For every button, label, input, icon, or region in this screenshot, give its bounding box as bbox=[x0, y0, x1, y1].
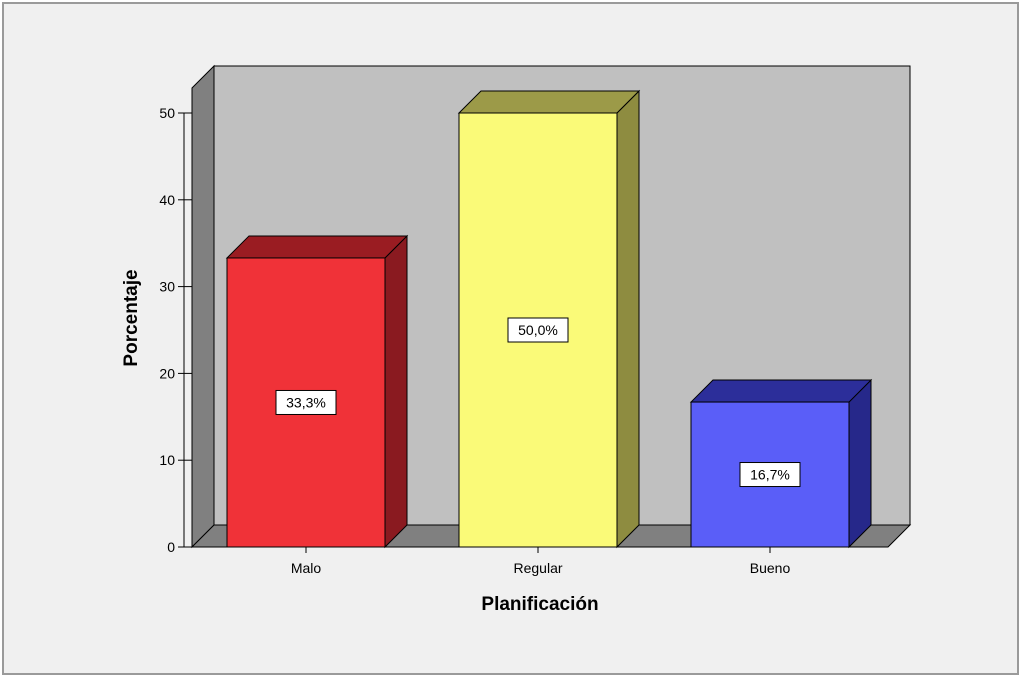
x-axis: Malo Regular Bueno bbox=[291, 547, 791, 576]
data-label-box bbox=[507, 317, 569, 343]
bar-side bbox=[848, 378, 872, 549]
bar-top bbox=[225, 235, 409, 259]
bar-regular: 50,0% bbox=[457, 89, 641, 549]
data-label-bueno: 16,7% bbox=[739, 462, 801, 488]
data-label-regular: 50,0% bbox=[507, 317, 569, 343]
data-label-malo: 33,3% bbox=[275, 389, 337, 415]
side-wall bbox=[191, 64, 215, 549]
bars: 33,3% 50,0% 16,7% bbox=[225, 89, 873, 549]
x-tick-label-bueno: Bueno bbox=[750, 560, 791, 576]
bar-top bbox=[689, 379, 873, 403]
data-label-text: 50,0% bbox=[518, 322, 558, 338]
bar-side bbox=[384, 234, 408, 549]
y-tick-label-20: 20 bbox=[159, 365, 175, 381]
data-label-text: 33,3% bbox=[286, 394, 326, 410]
data-label-box bbox=[275, 389, 337, 415]
y-tick-label-50: 50 bbox=[159, 105, 175, 121]
x-tick-label-regular: Regular bbox=[513, 560, 562, 576]
y-tick-label-30: 30 bbox=[159, 279, 175, 295]
data-label-text: 16,7% bbox=[750, 467, 790, 483]
x-axis-label: Planificación bbox=[481, 594, 598, 615]
bar-malo: 33,3% bbox=[225, 234, 409, 549]
y-axis-label: Porcentaje bbox=[121, 269, 142, 366]
bar-top bbox=[457, 90, 641, 114]
x-tick-label-malo: Malo bbox=[291, 560, 322, 576]
bar-side bbox=[616, 89, 640, 549]
bar-bueno: 16,7% bbox=[689, 378, 873, 549]
y-tick-label-0: 0 bbox=[167, 539, 175, 555]
y-axis: 0 10 20 30 40 50 bbox=[159, 105, 192, 555]
y-tick-label-10: 10 bbox=[159, 452, 175, 468]
data-label-box bbox=[739, 462, 801, 488]
y-tick-label-40: 40 bbox=[159, 192, 175, 208]
